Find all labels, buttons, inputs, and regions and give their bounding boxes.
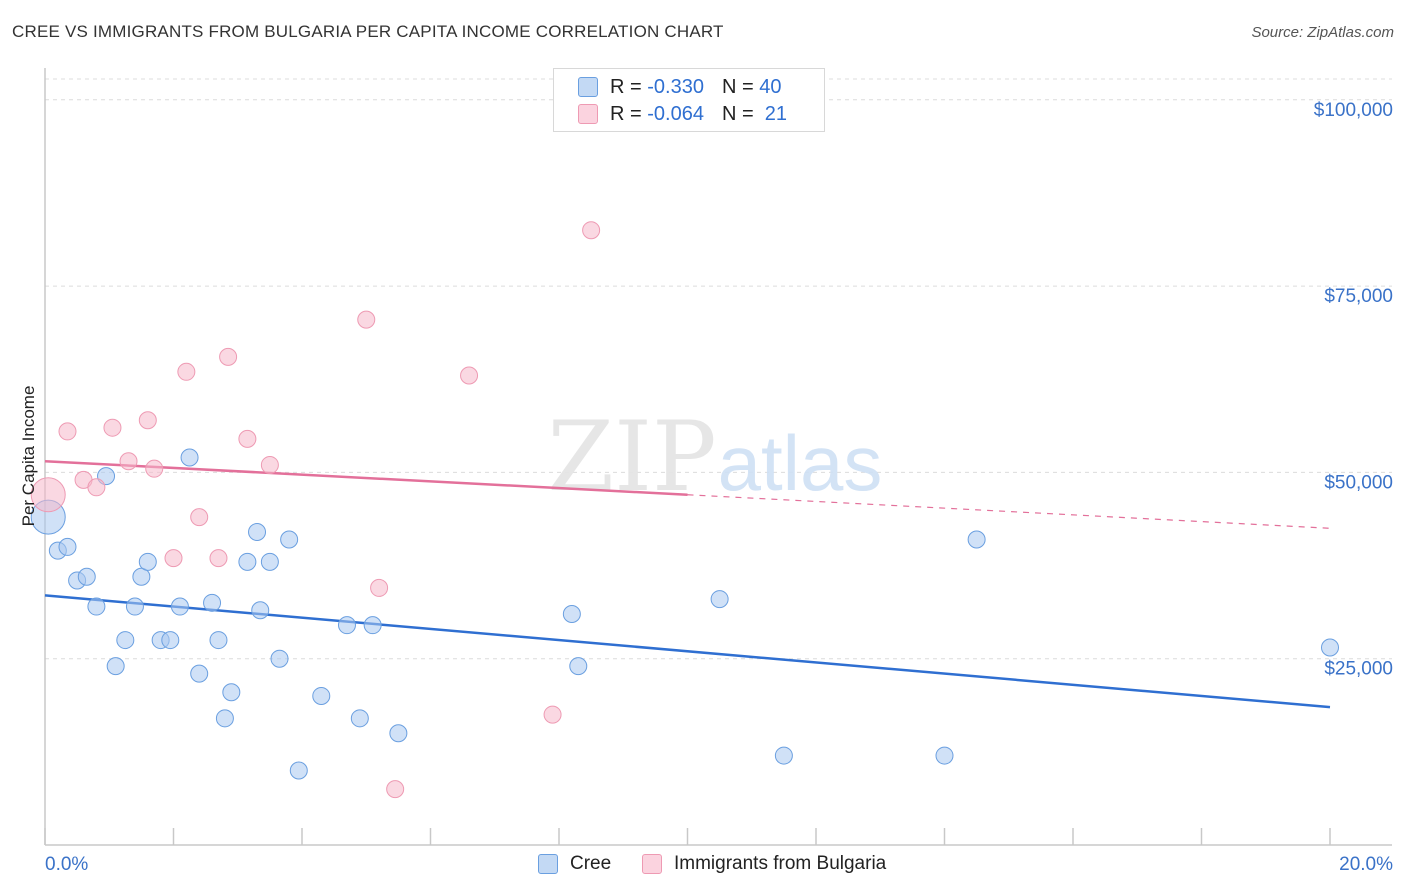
data-point-cree	[203, 593, 222, 612]
data-point-bulgaria	[164, 549, 183, 568]
stats-n-value: 40	[759, 75, 782, 98]
data-point-bulgaria	[209, 549, 228, 568]
data-point-bulgaria	[386, 780, 405, 799]
data-point-cree	[106, 657, 125, 676]
data-point-cree	[87, 597, 106, 616]
trend-line-dashed-1	[687, 494, 1331, 529]
data-point-cree	[389, 724, 408, 743]
chart-title: CREE VS IMMIGRANTS FROM BULGARIA PER CAP…	[12, 22, 724, 41]
data-point-cree	[180, 448, 199, 467]
x-tick-label-max: 20.0%	[1339, 854, 1393, 875]
data-point-bulgaria	[543, 705, 562, 724]
data-point-bulgaria	[58, 422, 77, 441]
legend-swatch-cree	[538, 854, 558, 874]
y-tick-label: $25,000	[1324, 659, 1393, 680]
data-point-cree	[251, 601, 270, 620]
legend-item-cree: Cree	[538, 852, 611, 876]
data-point-cree	[161, 631, 180, 650]
data-point-cree	[138, 552, 157, 571]
data-point-cree	[215, 709, 234, 728]
y-tick-label: $75,000	[1324, 286, 1393, 307]
data-point-cree	[337, 616, 356, 635]
stats-row-bulgaria: R = -0.064 N = 21	[578, 101, 787, 127]
legend-swatch-bulgaria	[642, 854, 662, 874]
data-point-bulgaria	[145, 459, 164, 478]
data-point-bulgaria	[460, 366, 479, 385]
stats-swatch-cree	[578, 77, 598, 97]
data-point-cree	[363, 616, 382, 635]
data-point-cree	[260, 552, 279, 571]
data-point-cree	[238, 552, 257, 571]
legend-label-bulgaria: Immigrants from Bulgaria	[674, 853, 887, 874]
data-point-bulgaria	[190, 508, 209, 527]
stats-r-label: R =	[610, 75, 642, 98]
data-point-bulgaria	[30, 477, 66, 513]
y-tick-label: $50,000	[1324, 472, 1393, 493]
data-point-cree	[1321, 638, 1339, 657]
data-point-cree	[190, 664, 209, 683]
stats-swatch-bulgaria	[578, 104, 598, 124]
data-point-bulgaria	[103, 418, 122, 437]
data-point-bulgaria	[138, 411, 157, 430]
data-point-cree	[125, 597, 144, 616]
watermark-atlas: atlas	[718, 419, 883, 507]
data-point-bulgaria	[87, 478, 106, 497]
y-tick-label: $100,000	[1314, 100, 1393, 121]
data-point-bulgaria	[357, 310, 376, 329]
data-point-cree	[280, 530, 299, 549]
source-label: Source: ZipAtlas.com	[1251, 24, 1394, 41]
data-point-bulgaria	[582, 221, 601, 240]
data-point-cree	[710, 590, 729, 609]
y-axis-title: Per Capita Income	[19, 386, 38, 527]
tick-labels: $25,000 $50,000 $75,000 $100,000 0.0% 20.0%	[45, 100, 1393, 875]
data-point-cree	[935, 746, 954, 765]
data-point-cree	[569, 657, 588, 676]
data-point-cree	[270, 649, 289, 668]
data-point-cree	[967, 530, 986, 549]
data-point-cree	[248, 523, 267, 542]
data-point-cree	[350, 709, 369, 728]
data-point-bulgaria	[260, 455, 279, 474]
data-points	[30, 221, 1339, 799]
data-point-cree	[222, 683, 241, 702]
stats-n-label: N =	[721, 102, 754, 125]
data-point-cree	[312, 686, 331, 705]
data-point-cree	[77, 567, 96, 586]
legend-item-bulgaria: Immigrants from Bulgaria	[642, 852, 886, 876]
data-point-cree	[289, 761, 308, 780]
stats-r-value: -0.064	[647, 102, 704, 125]
data-point-cree	[58, 537, 77, 556]
stats-n-label: N =	[721, 75, 754, 98]
data-point-cree	[132, 567, 151, 586]
watermark-zip: ZIP	[547, 401, 716, 513]
axes	[44, 68, 1392, 846]
stats-r-label: R =	[610, 102, 642, 125]
data-point-bulgaria	[219, 347, 238, 366]
data-point-cree	[116, 631, 135, 650]
data-point-bulgaria	[119, 452, 138, 471]
grid-lines	[45, 78, 1392, 660]
stats-row-cree: R = -0.330 N = 40	[578, 74, 781, 100]
stats-box: R = -0.330 N = 40 R = -0.064 N = 21	[553, 68, 825, 132]
legend-label-cree: Cree	[570, 853, 612, 874]
x-tick-label-min: 0.0%	[45, 854, 88, 875]
data-point-cree	[209, 631, 228, 650]
data-point-cree	[562, 604, 581, 623]
data-point-cree	[774, 746, 793, 765]
stats-r-value: -0.330	[647, 75, 704, 98]
data-point-bulgaria	[370, 578, 389, 597]
data-point-cree	[170, 597, 189, 616]
stats-n-value: 21	[764, 102, 788, 125]
data-point-bulgaria	[177, 362, 196, 381]
data-point-bulgaria	[238, 429, 257, 448]
